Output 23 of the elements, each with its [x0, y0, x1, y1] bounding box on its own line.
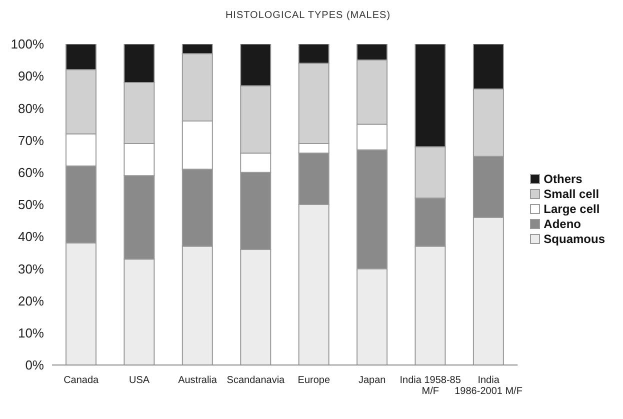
legend-label: Adeno [542, 217, 582, 231]
y-tick-label: 80% [18, 100, 44, 116]
x-tick-label: Canada [64, 375, 100, 386]
x-tick-label: Japan [358, 375, 386, 386]
y-tick-label: 100% [10, 36, 44, 52]
chart-title: HISTOLOGICAL TYPES (MALES) [224, 10, 392, 21]
y-tick-label: 0% [25, 358, 44, 373]
y-tick-label: 10% [18, 326, 44, 341]
y-tick-label: 60% [18, 165, 44, 180]
legend-label: Others [542, 172, 584, 186]
legend-label: Large cell [542, 202, 601, 216]
x-tick-label: Australia [178, 375, 218, 386]
y-tick-label: 50% [18, 197, 44, 212]
y-tick-label: 20% [18, 293, 44, 308]
y-tick-label: 40% [18, 229, 44, 244]
y-tick-label: 30% [18, 261, 44, 276]
x-tick-label: Europe [298, 375, 330, 386]
x-tick-label: Scandanavia [226, 375, 286, 386]
legend-label: Squamous [542, 232, 605, 246]
y-tick-label: 90% [18, 68, 44, 84]
x-tick-label: USA [129, 375, 150, 386]
legend-label: Small cell [542, 187, 600, 201]
y-tick-label: 70% [18, 132, 44, 148]
